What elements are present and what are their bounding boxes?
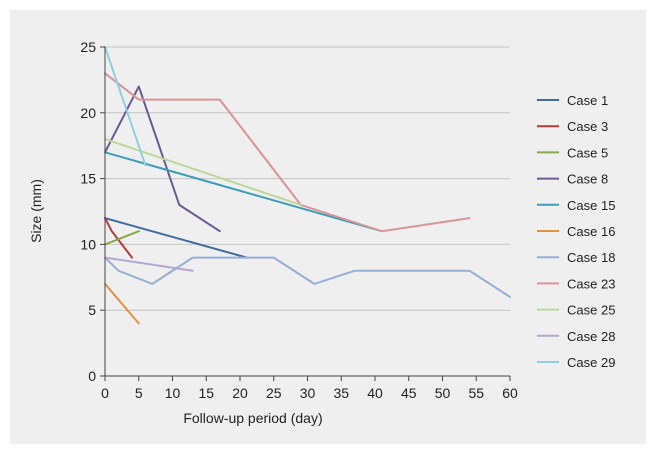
- x-tick-label: 15: [198, 385, 214, 401]
- y-tick-label: 10: [80, 236, 96, 252]
- series-line-case-5: [104, 230, 140, 246]
- chart-legend: Case 1 Case 3 Case 5 Case 8 Case 15 Case 16 Ca…: [537, 93, 615, 370]
- y-tick-label: 15: [80, 171, 96, 187]
- legend-label: Case 23: [567, 276, 615, 291]
- series-line-case-1: [104, 217, 248, 259]
- legend-label: Case 25: [567, 303, 615, 318]
- y-tick-label: 0: [88, 368, 96, 384]
- legend-label: Case 8: [567, 172, 608, 187]
- series-line-case-29: [104, 46, 147, 167]
- x-tick-label: 35: [333, 385, 349, 401]
- x-axis-label: Follow-up period (day): [183, 410, 322, 426]
- x-tick-label: 30: [300, 385, 316, 401]
- legend-label: Case 28: [567, 329, 615, 344]
- x-tick-label: 60: [502, 385, 518, 401]
- legend-label: Case 3: [567, 119, 608, 134]
- x-tick-label: 25: [266, 385, 282, 401]
- series-line-case-18: [104, 256, 511, 298]
- x-tick-label: 40: [367, 385, 383, 401]
- x-tick-label: 10: [165, 385, 181, 401]
- series-line-case-25: [104, 138, 302, 206]
- series-line-case-23: [104, 72, 471, 233]
- x-tick-label: 5: [135, 385, 143, 401]
- y-tick-label: 5: [88, 302, 96, 318]
- y-axis-label: Size (mm): [28, 179, 44, 243]
- x-tick-label: 50: [435, 385, 451, 401]
- y-tick-label: 20: [80, 105, 96, 121]
- x-tick-label: 0: [101, 385, 109, 401]
- y-tick-label: 25: [80, 39, 96, 55]
- line-chart: 0 5 10 15 20 25 0 5 10 15 20 25 30 35 40 45 50 55 60 Follo…: [28, 39, 615, 426]
- series-line-case-3: [104, 217, 133, 259]
- x-tick-label: 55: [468, 385, 484, 401]
- legend-label: Case 29: [567, 355, 615, 370]
- x-tick-label: 45: [401, 385, 417, 401]
- legend-label: Case 15: [567, 198, 615, 213]
- series-line-case-8: [104, 85, 221, 233]
- series-line-case-16: [104, 282, 140, 325]
- legend-label: Case 16: [567, 224, 615, 239]
- legend-label: Case 1: [567, 93, 608, 108]
- series-line-case-15: [104, 151, 383, 233]
- legend-label: Case 18: [567, 250, 615, 265]
- series-line-case-28: [104, 256, 194, 272]
- x-tick-label: 20: [232, 385, 248, 401]
- chart-panel: 0 5 10 15 20 25 0 5 10 15 20 25 30 35 40 45 50 55 60 Follo…: [10, 10, 646, 444]
- legend-label: Case 5: [567, 145, 608, 160]
